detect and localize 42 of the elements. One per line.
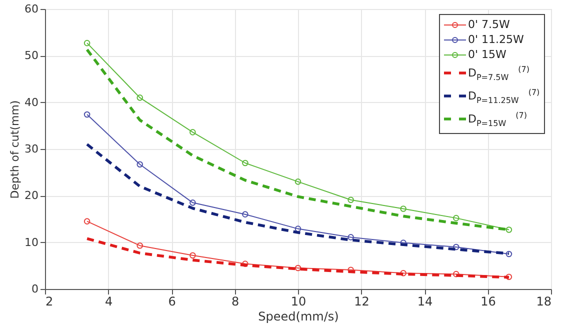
point (294, 264, 302, 272)
x-tick-label: 4 (104, 294, 113, 308)
x-tick-label: 10 (290, 294, 306, 308)
line-series (86, 237, 510, 279)
point (452, 214, 460, 222)
point (242, 160, 248, 166)
y-tick-label: 50 (24, 49, 38, 62)
x-tick-label: 6 (168, 294, 176, 308)
y-tick-label: 0 (32, 282, 38, 296)
x-axis-title: Speed(mm/s) (258, 310, 339, 324)
x-tick-label: 12 (354, 294, 370, 308)
x-tick-label: 8 (231, 294, 240, 308)
point (348, 196, 354, 204)
x-tick-label: 18 (536, 294, 552, 308)
legend-label: 0' 15W (468, 47, 506, 62)
point (294, 178, 302, 185)
point (190, 200, 196, 206)
point (242, 211, 248, 218)
point (190, 129, 196, 136)
y-axis-title: Depth of cut(mm) (8, 100, 22, 199)
point (294, 226, 302, 232)
x-tick-label: 16 (480, 294, 496, 308)
y-tick-label: 30 (24, 142, 38, 156)
point (348, 234, 354, 240)
point (400, 270, 406, 276)
y-tick-label: 40 (24, 96, 38, 109)
point (400, 206, 406, 212)
point (136, 161, 144, 168)
point (136, 242, 144, 249)
legend-label: 0' 7.5W (468, 17, 510, 32)
point (452, 270, 460, 278)
x-tick-label: 14 (417, 294, 433, 308)
point (190, 252, 196, 259)
x-tick-label: 2 (46, 294, 54, 308)
point (136, 94, 144, 101)
y-tick-label: 10 (24, 236, 38, 249)
point (242, 260, 248, 267)
y-tick-label: 60 (24, 2, 38, 16)
point (452, 244, 460, 250)
legend-label: 0' 11.25W (468, 32, 524, 47)
y-tick-label: 20 (24, 189, 38, 202)
line-series (86, 142, 510, 255)
